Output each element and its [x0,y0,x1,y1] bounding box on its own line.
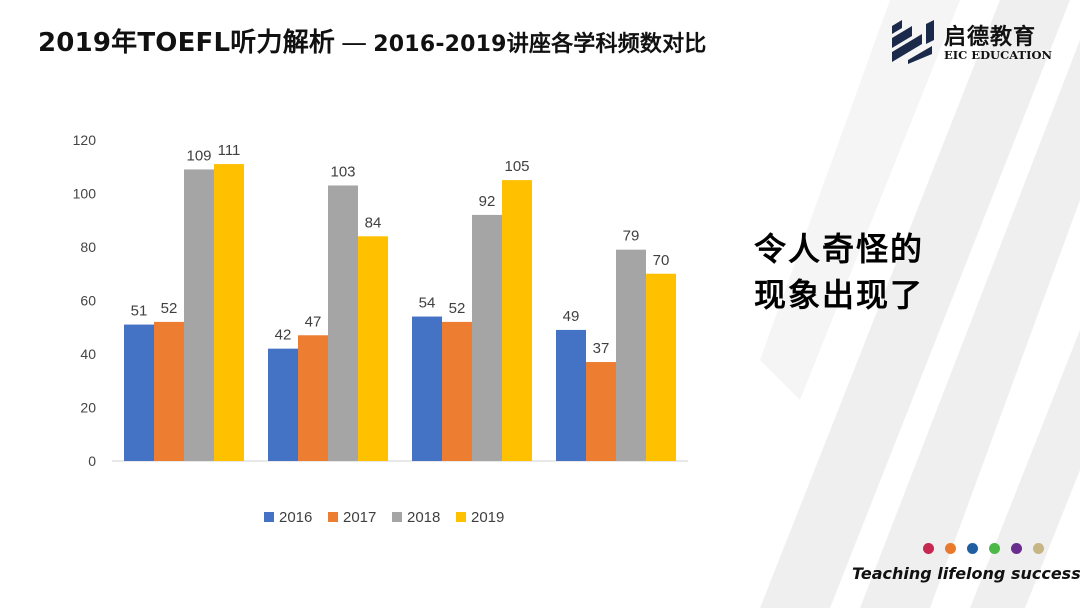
brand-logo: 启德教育 EIC EDUCATION [888,18,1058,64]
bar [412,316,442,461]
data-label: 84 [365,214,382,231]
title-separator: — [341,28,368,58]
data-label: 111 [218,142,241,159]
title-main: 2019年TOEFL听力解析 [38,28,336,58]
bar [556,329,586,461]
legend-swatch [392,512,402,522]
callout-line-2: 现象出现了 [754,276,925,314]
y-tick-label: 20 [80,400,96,416]
bar [472,214,502,461]
y-tick-label: 100 [73,186,97,202]
bar [268,348,298,461]
bar [328,185,358,461]
data-label: 42 [275,327,292,344]
bar [616,249,646,461]
brand-dot [1033,543,1044,554]
bar [358,236,388,461]
legend-swatch [264,512,274,522]
legend-swatch [456,512,466,522]
decorative-stripes [760,0,1080,608]
eic-logo-icon [892,20,934,64]
legend-label: 2019 [471,509,504,526]
y-tick-label: 0 [88,453,96,469]
bar [298,335,328,461]
legend-label: 2016 [279,509,312,526]
bar [646,273,676,461]
callout-text: 令人奇怪的 现象出现了 [754,226,924,318]
bar [184,169,214,462]
bar [154,321,184,461]
data-label: 79 [623,228,640,245]
data-label: 37 [593,340,610,357]
bar [586,362,616,461]
slogan: Teaching lifelong success [852,564,1080,583]
bar-chart: 0 20 40 60 80 100 120 51 52 109 111 42 47 103 84 54 52 92… [73,132,688,526]
brand-dot [989,543,1000,554]
page-title: 2019年TOEFL听力解析 —2016-2019讲座各学科频数对比 [38,22,707,59]
brand-dot [945,543,956,554]
data-label: 51 [131,303,148,320]
bar [442,321,472,461]
brand-dot [1011,543,1022,554]
callout-line-1: 令人奇怪的 [754,230,925,268]
data-label: 49 [563,308,580,325]
title-subtitle: 2016-2019讲座各学科频数对比 [373,32,707,57]
data-label: 103 [330,163,355,180]
brand-dot [923,543,934,554]
data-label: 92 [479,193,496,210]
legend-label: 2018 [407,509,440,526]
bar [124,324,154,461]
data-label: 54 [419,295,436,312]
brand-dots [923,543,1044,554]
y-tick-label: 120 [73,132,97,148]
legend-swatch [328,512,338,522]
data-label: 52 [161,300,178,317]
brand-dot [967,543,978,554]
data-label: 70 [653,252,670,269]
bar [214,164,244,461]
data-label: 105 [504,158,529,175]
data-label: 109 [186,147,211,164]
data-label: 47 [305,313,322,330]
y-tick-label: 60 [80,293,96,309]
y-tick-label: 80 [80,239,96,255]
brand-name-en: EIC EDUCATION [944,48,1052,62]
data-label: 52 [449,300,466,317]
legend-label: 2017 [343,509,376,526]
y-tick-label: 40 [80,346,96,362]
bar [502,180,532,461]
brand-name: 启德教育 [944,25,1037,50]
